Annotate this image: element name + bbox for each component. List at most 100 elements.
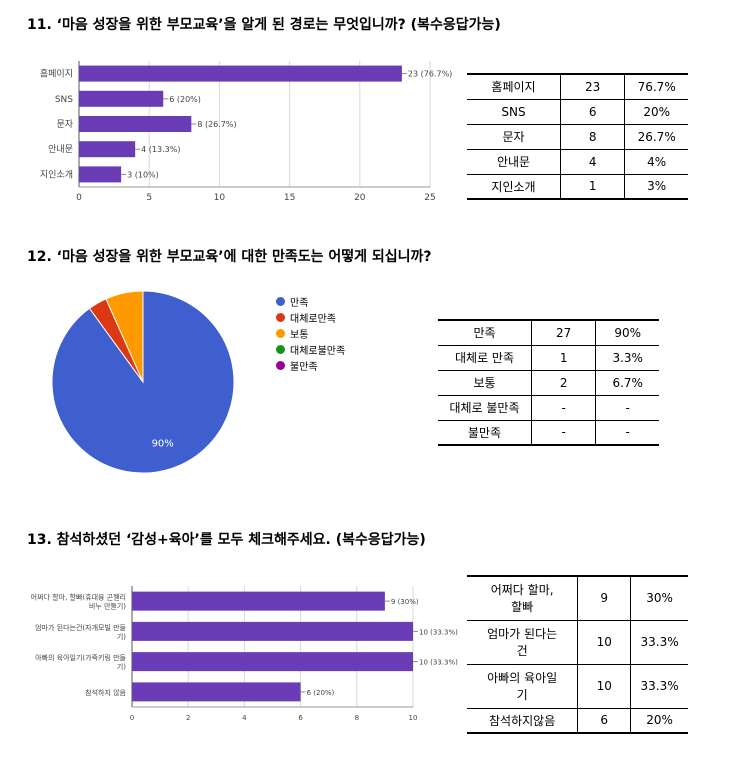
q12-table: 만족 27 90% 대체로 만족 1 3.3% 보통 2 6.7% 대체로 불만족 - - 불만족 - - bbox=[438, 319, 659, 446]
table-cell-label: 아빠의 육아일기 bbox=[467, 663, 578, 709]
x-tick-label: 5 bbox=[146, 193, 152, 203]
table-cell-percent: 20% bbox=[624, 98, 688, 125]
q11-table: 홈페이지 23 76.7% SNS 6 20% 문자 8 26.7% 안내문 4 4% 지인소개 1 3% bbox=[467, 73, 688, 200]
table-cell-count: 6 bbox=[560, 98, 625, 125]
table-cell-percent: 33.3% bbox=[630, 619, 688, 665]
data-label: 6 (20%) bbox=[169, 95, 201, 104]
bar bbox=[132, 591, 385, 611]
legend-label: 불만족 bbox=[290, 361, 318, 373]
table-cell-count: 4 bbox=[560, 148, 625, 175]
legend-label: 대체로불만족 bbox=[290, 345, 346, 357]
table-cell-count: 9 bbox=[577, 575, 631, 621]
x-tick-label: 0 bbox=[130, 714, 134, 722]
table-cell-label: 대체로 만족 bbox=[438, 344, 532, 371]
table-row: 대체로 만족 1 3.3% bbox=[438, 344, 659, 371]
x-tick-label: 10 bbox=[214, 193, 226, 203]
category-label: 기) bbox=[117, 662, 126, 671]
pie-slice bbox=[105, 290, 144, 383]
x-tick-label: 6 bbox=[298, 714, 303, 722]
table-cell-percent: 30% bbox=[630, 575, 688, 621]
table-cell-label: 대체로 불만족 bbox=[438, 394, 532, 421]
table-cell-label: 참석하지않음 bbox=[467, 707, 578, 734]
legend-label: 대체로만족 bbox=[290, 313, 336, 325]
table-cell-count: 1 bbox=[530, 344, 596, 371]
table-row: 참석하지않음 6 20% bbox=[467, 707, 688, 734]
table-row: 대체로 불만족 - - bbox=[438, 394, 659, 421]
table-row: 보통 2 6.7% bbox=[438, 369, 659, 396]
pie-slice-label: 90% bbox=[152, 439, 174, 450]
legend-swatch bbox=[276, 344, 285, 354]
table-cell-percent: 20% bbox=[630, 707, 688, 734]
table-cell-count: 10 bbox=[577, 619, 631, 665]
x-tick-label: 4 bbox=[242, 714, 247, 722]
table-cell-percent: 33.3% bbox=[630, 663, 688, 709]
bar bbox=[79, 65, 402, 82]
table-cell-label: 불만족 bbox=[438, 419, 532, 446]
bar bbox=[132, 652, 413, 672]
table-cell-count: 2 bbox=[530, 369, 596, 396]
bar bbox=[132, 682, 301, 702]
legend-item: 대체로만족 bbox=[276, 309, 345, 325]
table-cell-percent: 90% bbox=[595, 319, 659, 346]
category-label: 엄마가 된다는건(자개모빌 만들 bbox=[35, 623, 126, 632]
legend-item: 불만족 bbox=[276, 357, 345, 373]
legend-swatch bbox=[276, 296, 285, 306]
table-cell-count: 27 bbox=[530, 319, 596, 346]
table-cell-label: 안내문 bbox=[467, 148, 561, 175]
table-cell-label: 보통 bbox=[438, 369, 532, 396]
table-row: 아빠의 육아일기 10 33.3% bbox=[467, 663, 688, 709]
table-row: 만족 27 90% bbox=[438, 319, 659, 346]
category-label: 참석하지 않음 bbox=[85, 688, 126, 697]
x-tick-label: 2 bbox=[186, 714, 190, 722]
category-label: 기) bbox=[117, 632, 126, 641]
category-label: 어쩌다 할마, 할빠(휴대용 곤젤리 bbox=[31, 593, 126, 602]
table-cell-count: 23 bbox=[560, 73, 625, 100]
table-cell-percent: 76.7% bbox=[624, 73, 688, 100]
table-row: 지인소개 1 3% bbox=[467, 173, 688, 200]
category-label: 홈페이지 bbox=[40, 68, 73, 80]
table-row: SNS 6 20% bbox=[467, 98, 688, 125]
legend-item: 만족 bbox=[276, 293, 345, 309]
bar bbox=[79, 166, 122, 183]
data-label: 6 (20%) bbox=[307, 689, 335, 697]
table-row: 홈페이지 23 76.7% bbox=[467, 73, 688, 100]
category-label: 지인소개 bbox=[40, 169, 73, 180]
table-cell-percent: 6.7% bbox=[595, 369, 659, 396]
bar bbox=[79, 90, 164, 107]
table-cell-count: - bbox=[530, 419, 596, 446]
table-cell-label: 문자 bbox=[467, 123, 561, 150]
x-tick-label: 8 bbox=[355, 714, 359, 722]
table-cell-percent: 26.7% bbox=[624, 123, 688, 150]
table-cell-label: 엄마가 된다는건 bbox=[467, 619, 578, 665]
table-cell-label: 지인소개 bbox=[467, 173, 561, 200]
table-row: 엄마가 된다는건 10 33.3% bbox=[467, 619, 688, 665]
bar bbox=[79, 141, 136, 158]
data-label: 10 (33.3%) bbox=[419, 659, 458, 667]
data-label: 3 (10%) bbox=[127, 170, 159, 179]
legend-item: 보통 bbox=[276, 325, 345, 341]
category-label: 안내문 bbox=[48, 144, 73, 155]
category-label: 비누 만들기) bbox=[89, 602, 126, 611]
x-tick-label: 15 bbox=[284, 193, 295, 203]
legend-swatch bbox=[276, 360, 285, 370]
data-label: 8 (26.7%) bbox=[197, 120, 236, 129]
legend-label: 보통 bbox=[290, 329, 309, 341]
x-tick-label: 10 bbox=[409, 714, 418, 722]
data-label: 10 (33.3%) bbox=[419, 628, 458, 636]
question-13-title: 13. 참석하셨던 ‘감성+육아’를 모두 체크해주세요. (복수응답가능) bbox=[27, 532, 426, 548]
legend-item: 대체로불만족 bbox=[276, 341, 345, 357]
category-label: 아빠의 육아일기(가죽키링 만들 bbox=[35, 653, 126, 662]
data-label: 23 (76.7%) bbox=[408, 70, 452, 79]
table-cell-percent: 3% bbox=[624, 173, 688, 200]
table-cell-count: 1 bbox=[560, 173, 625, 200]
question-12-title: 12. ‘마음 성장을 위한 부모교육’에 대한 만족도는 어떻게 되십니까? bbox=[27, 249, 432, 265]
category-label: SNS bbox=[55, 95, 73, 105]
table-row: 안내문 4 4% bbox=[467, 148, 688, 175]
table-cell-count: - bbox=[530, 394, 596, 421]
data-label: 4 (13.3%) bbox=[141, 145, 180, 154]
legend-swatch bbox=[276, 312, 285, 322]
table-cell-percent: 4% bbox=[624, 148, 688, 175]
legend-label: 만족 bbox=[290, 297, 309, 309]
category-label: 문자 bbox=[56, 119, 73, 130]
